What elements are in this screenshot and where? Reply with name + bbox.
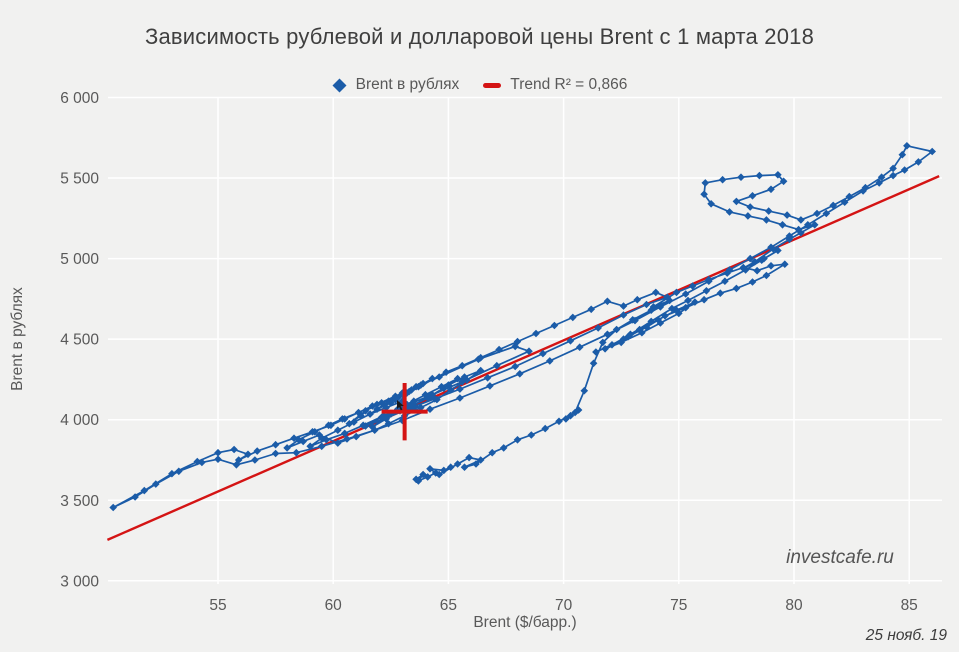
data-points: [109, 142, 936, 512]
y-tick-label: 6 000: [60, 90, 99, 107]
y-tick-label: 5 500: [60, 171, 99, 188]
x-tick-label: 55: [209, 597, 226, 614]
x-tick-label: 60: [325, 597, 343, 614]
y-tick-label: 4 500: [60, 332, 99, 349]
y-tick-label: 3 000: [60, 573, 99, 590]
x-tick-label: 65: [440, 597, 457, 614]
y-tick-label: 5 000: [60, 251, 99, 268]
date-stamp: 25 нояб. 19: [865, 627, 947, 644]
x-tick-label: 85: [901, 597, 918, 614]
data-line: [112, 144, 934, 509]
trend-line-icon: [483, 82, 502, 88]
mouse-cursor: [397, 400, 404, 411]
x-tick-label: 70: [555, 597, 573, 614]
diamond-marker-icon: [332, 78, 347, 92]
y-axis-title: Brent в рублях: [9, 287, 26, 391]
legend: Brent в рублях Trend R² = 0,866: [0, 76, 959, 94]
chart-title: Зависимость рублевой и долларовой цены B…: [144, 24, 815, 49]
legend-series-label: Brent в рублях: [355, 76, 460, 93]
legend-item-series: Brent в рублях: [332, 76, 460, 94]
x-axis-title: Brent ($/барр.): [473, 614, 577, 631]
watermark: investcafe.ru: [786, 547, 894, 568]
y-tick-label: 3 500: [60, 493, 99, 510]
x-tick-label: 80: [785, 597, 803, 614]
y-tick-label: 4 000: [60, 412, 99, 429]
legend-item-trend: Trend R² = 0,866: [483, 76, 627, 94]
trend-line: [106, 175, 940, 541]
x-tick-label: 75: [670, 597, 687, 614]
legend-trend-label: Trend R² = 0,866: [510, 76, 628, 93]
